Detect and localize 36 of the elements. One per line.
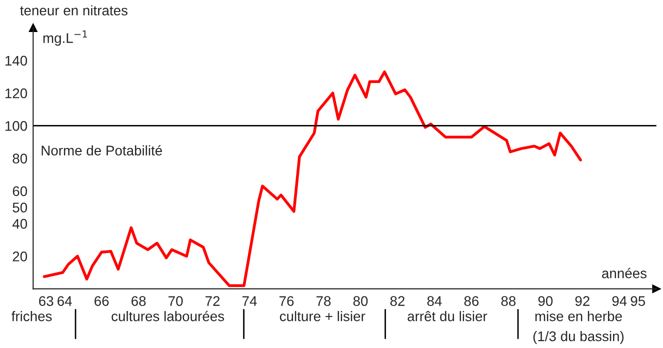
y-tick-label: 140 (5, 56, 28, 66)
text: culture + lisier (280, 311, 366, 322)
y-tick-label: 120 (5, 88, 28, 98)
x-tick-label: 66 (94, 296, 109, 306)
x-tick-label: 90 (538, 296, 553, 306)
x-axis-title: années (602, 268, 647, 278)
x-tick-label: 92 (575, 296, 590, 306)
x-tick-label: 64 (58, 296, 72, 306)
text: cultures labourées (112, 310, 224, 322)
y-tick-label: 40 (12, 218, 28, 229)
y-tick-label: 60 (12, 186, 28, 196)
x-tick-label: 80 (353, 296, 368, 306)
x-tick-label: 94 (612, 296, 627, 306)
x-tick-label: 76 (279, 296, 294, 306)
text: arrêt du lisier (408, 310, 488, 322)
annotation: mg.L$^{−1}$ (43, 30, 87, 46)
x-tick-label: 70 (168, 296, 183, 306)
x-tick-label: 88 (501, 296, 516, 306)
text: friches (12, 311, 52, 322)
x-tick-label: 72 (206, 296, 220, 306)
x-tick-label: 86 (464, 296, 479, 306)
y-tick-label: 20 (12, 252, 28, 262)
y-tick-label: 100 (5, 121, 28, 131)
y-tick-label: 80 (12, 154, 28, 164)
annotation: Norme de Potabilité (42, 145, 162, 156)
x-tick-label: 95 (630, 296, 646, 306)
y-axis-title: teneur en nitrates (20, 5, 128, 16)
x-tick-label: 84 (427, 296, 442, 306)
line-series (42, 70, 582, 287)
x-tick-label: 82 (390, 296, 404, 306)
x-tick-label: 63 (39, 296, 54, 306)
text: mise en herbe (1/3 du bassin) (533, 311, 624, 344)
y-tick-label: 50 (12, 202, 28, 212)
x-tick-label: 68 (132, 296, 146, 306)
x-tick-label: 78 (316, 296, 331, 306)
x-tick-label: 74 (242, 296, 257, 306)
